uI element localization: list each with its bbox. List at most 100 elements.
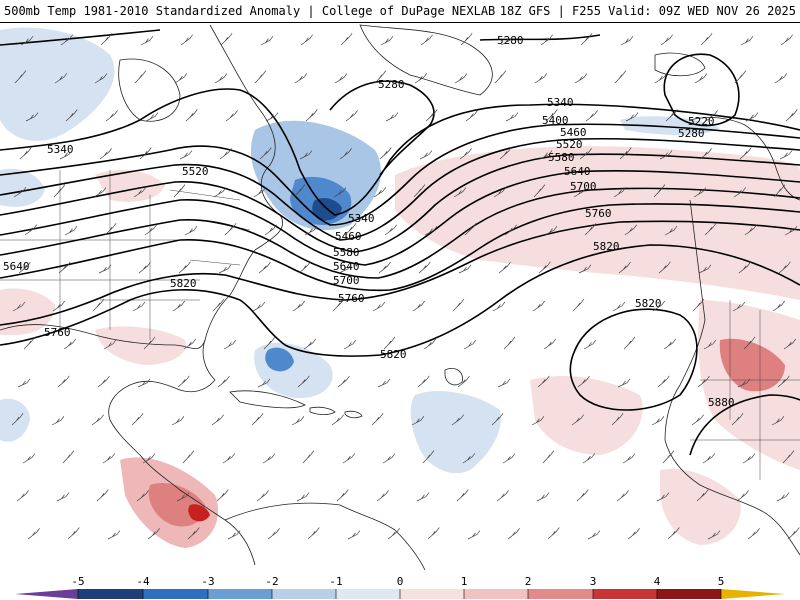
contour-5340	[0, 88, 800, 216]
wind-barb	[747, 528, 760, 540]
wind-barb	[703, 339, 717, 350]
wind-barb	[307, 527, 320, 540]
wind-barb	[187, 527, 200, 540]
model-run-info: 18Z GFS | F255 Valid: 09Z WED NOV 26 202…	[499, 4, 796, 18]
wind-barb	[665, 109, 678, 122]
wind-barb	[377, 378, 391, 388]
wind-barb	[705, 110, 718, 122]
wind-barb	[498, 261, 511, 274]
wind-barb	[344, 222, 357, 236]
wind-barb	[254, 70, 267, 84]
wind-barb	[338, 264, 352, 274]
wind-barb	[63, 338, 77, 350]
contour-5400	[0, 123, 800, 226]
wind-barb	[625, 112, 639, 122]
legend-swatch	[400, 589, 464, 599]
legend-arrow-left	[15, 589, 78, 599]
contour-label: 5280	[497, 34, 524, 47]
contour-5280	[0, 29, 601, 176]
wind-barb	[707, 530, 721, 540]
contour-5820	[0, 244, 800, 357]
contour-label: 5220	[688, 115, 715, 128]
wind-barb	[347, 530, 361, 540]
wind-barb	[413, 184, 426, 198]
wind-barb	[771, 416, 785, 426]
wind-barb	[18, 261, 31, 274]
wind-barb	[60, 34, 73, 46]
contour-5880	[689, 394, 800, 456]
wind-barb	[537, 375, 550, 388]
wind-barb	[374, 70, 387, 84]
wind-barb	[579, 148, 592, 160]
wind-barb	[267, 528, 280, 540]
wind-barb	[16, 490, 29, 502]
wind-barb	[218, 264, 232, 274]
warm-core-africa	[719, 338, 785, 392]
wind-barb	[57, 375, 70, 388]
contour-label: 5760	[585, 207, 612, 220]
wind-barb	[663, 338, 677, 350]
cold-anomaly-gulf	[0, 398, 30, 442]
wind-barb	[385, 112, 399, 122]
cold-anomaly-bahamas	[254, 342, 333, 399]
contour-label: 5340	[348, 212, 375, 225]
wind-barb	[107, 530, 121, 540]
wind-barb	[420, 34, 433, 46]
wind-barb	[298, 261, 311, 274]
wind-barb	[13, 187, 27, 198]
wind-barb	[779, 150, 793, 160]
map-title: 500mb Temp 1981-2010 Standardized Anomal…	[4, 4, 496, 18]
wind-barb	[704, 222, 717, 236]
wind-barb	[418, 261, 431, 274]
wind-barb	[264, 224, 277, 236]
wind-barb	[664, 226, 678, 236]
contour-label: 5520	[182, 165, 209, 178]
wind-barb	[139, 147, 152, 160]
wind-barb	[547, 527, 560, 540]
wind-barb	[745, 112, 759, 122]
wind-barb	[657, 375, 670, 388]
legend-bar: -5 -4 -3 -2 -1 0 1 2 3 4 5	[0, 570, 800, 600]
wind-barb	[571, 414, 584, 426]
warm-core-central-america	[188, 504, 210, 522]
wind-barb	[302, 450, 315, 464]
legend-swatch	[336, 589, 400, 599]
wind-barb	[538, 261, 551, 274]
wind-barb	[58, 261, 71, 274]
wind-barb	[382, 453, 396, 464]
wind-barb	[178, 261, 191, 274]
wind-barb	[214, 73, 228, 84]
wind-barb	[500, 36, 514, 46]
wind-barb	[612, 301, 626, 312]
wind-barb	[778, 261, 791, 274]
contour-label: 5820	[380, 348, 407, 361]
cold-anomaly-atlantic	[410, 390, 501, 474]
wind-barb	[173, 184, 186, 198]
wind-barb	[293, 184, 306, 198]
wind-barb	[507, 528, 520, 540]
wind-barb	[136, 490, 149, 502]
legend-tick-label: -4	[136, 575, 150, 588]
wind-barb	[465, 110, 478, 122]
wind-barb	[412, 300, 426, 312]
wind-barb	[300, 34, 313, 46]
wind-barb	[258, 261, 271, 274]
contour-label: 5820	[170, 277, 197, 290]
cold-anomaly-bahamas-core	[265, 347, 294, 372]
wind-barb	[177, 375, 190, 388]
wind-barb	[64, 226, 78, 236]
wind-barb	[343, 339, 357, 350]
wind-barb	[105, 110, 118, 122]
wind-barb	[467, 530, 481, 540]
wind-barb	[573, 187, 587, 198]
wind-barb	[540, 34, 553, 46]
wind-barb	[11, 412, 24, 426]
wind-barb	[384, 224, 397, 236]
warm-anomaly-gulf-coast	[95, 326, 186, 365]
warm-anomaly-central-atlantic	[395, 146, 800, 300]
cold-anomaly-northwest	[0, 27, 115, 141]
wind-barb	[225, 110, 238, 122]
contour-label: 5340	[47, 143, 74, 156]
wind-barb	[172, 300, 186, 312]
wind-barb	[217, 375, 230, 388]
